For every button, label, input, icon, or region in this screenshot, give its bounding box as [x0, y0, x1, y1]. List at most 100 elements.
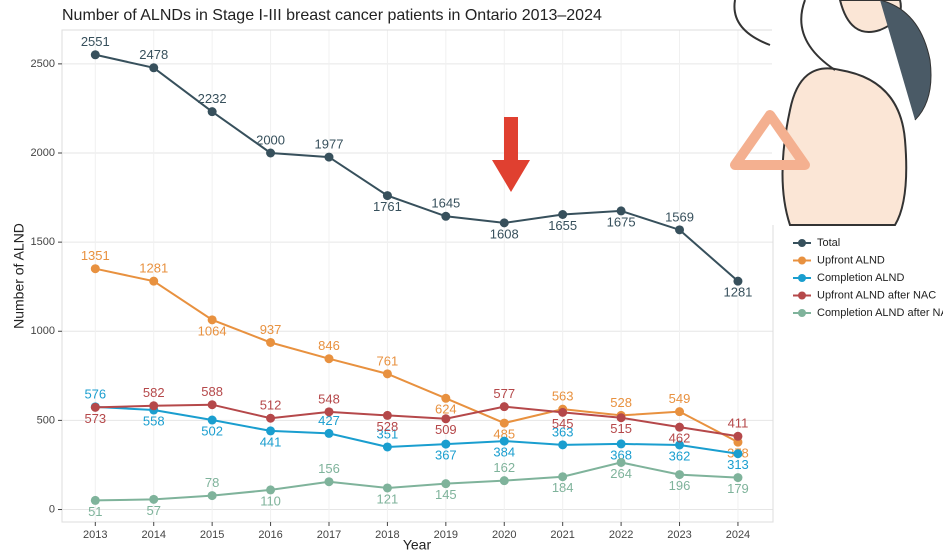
point: [324, 407, 333, 416]
x-tick-label: 2023: [667, 529, 691, 541]
legend-marker: [798, 274, 806, 282]
data-label: 2478: [139, 47, 168, 62]
data-label: 121: [377, 491, 399, 506]
point: [324, 153, 333, 162]
x-tick-label: 2022: [609, 529, 633, 541]
y-tick-label: 500: [37, 414, 55, 426]
data-label: 145: [435, 487, 457, 502]
data-label: 51: [88, 504, 102, 519]
data-label: 558: [143, 413, 165, 428]
data-label: 761: [377, 353, 399, 368]
data-label: 549: [669, 391, 691, 406]
x-tick-label: 2021: [550, 529, 574, 541]
data-label: 462: [669, 431, 691, 446]
data-label: 1064: [198, 323, 227, 338]
arrow: [492, 117, 530, 192]
data-label: 1281: [139, 261, 168, 276]
data-label: 384: [493, 445, 515, 460]
data-label: 441: [260, 434, 282, 449]
data-label: 1608: [490, 226, 519, 241]
data-label: 1655: [548, 218, 577, 233]
data-label: 2232: [198, 91, 227, 106]
data-label: 313: [727, 457, 749, 472]
point: [208, 107, 217, 116]
data-label: 367: [435, 448, 457, 463]
data-label: 156: [318, 461, 340, 476]
data-label: 1281: [723, 285, 752, 300]
point: [149, 277, 158, 286]
chart: Number of ALNDs in Stage I-III breast ca…: [0, 0, 943, 553]
data-label: 545: [552, 416, 574, 431]
data-label: 528: [377, 419, 399, 434]
point: [383, 369, 392, 378]
data-label: 588: [201, 384, 223, 399]
data-label: 846: [318, 338, 340, 353]
data-label: 1675: [607, 214, 636, 229]
data-label: 162: [493, 460, 515, 475]
point: [500, 476, 509, 485]
point: [266, 414, 275, 423]
y-tick-label: 0: [49, 503, 55, 515]
legend-label: Total: [817, 237, 840, 249]
point: [266, 149, 275, 158]
data-label: 509: [435, 422, 457, 437]
point: [208, 400, 217, 409]
x-axis-label: Year: [403, 537, 432, 553]
y-tick-label: 2500: [31, 58, 55, 70]
data-label: 179: [727, 481, 749, 496]
data-label: 264: [610, 466, 632, 481]
x-tick-label: 2016: [258, 529, 282, 541]
data-label: 411: [728, 416, 749, 431]
chart-title: Number of ALNDs in Stage I-III breast ca…: [62, 7, 602, 24]
series: 135112811064937846761624485563528549378: [81, 248, 749, 460]
data-label: 1351: [81, 248, 110, 263]
legend-label: Completion ALND: [817, 272, 904, 284]
legend-marker: [798, 257, 806, 265]
x-tick-label: 2019: [434, 529, 458, 541]
legend-label: Upfront ALND after NAC: [817, 289, 936, 301]
legend-marker: [798, 292, 806, 300]
data-label: 573: [84, 411, 106, 426]
x-tick-label: 2018: [375, 529, 399, 541]
data-label: 512: [260, 398, 282, 413]
point: [324, 354, 333, 363]
point: [91, 50, 100, 59]
point: [383, 442, 392, 451]
data-label: 78: [205, 475, 219, 490]
legend-marker: [798, 239, 806, 247]
point: [675, 225, 684, 234]
data-label: 937: [260, 322, 282, 337]
data-label: 2000: [256, 132, 285, 147]
data-label: 1645: [431, 196, 460, 211]
point: [149, 63, 158, 72]
data-label: 502: [201, 423, 223, 438]
data-label: 184: [552, 480, 574, 495]
data-label: 515: [610, 421, 632, 436]
data-label: 563: [552, 389, 574, 404]
x-tick-label: 2014: [141, 529, 165, 541]
point: [675, 407, 684, 416]
data-label: 362: [669, 448, 691, 463]
data-label: 582: [143, 385, 165, 400]
data-label: 1977: [315, 137, 344, 152]
series-line: [95, 55, 738, 281]
point: [733, 432, 742, 441]
point: [558, 440, 567, 449]
legend-marker: [798, 309, 806, 317]
point: [91, 264, 100, 273]
data-label: 577: [493, 386, 515, 401]
point: [324, 429, 333, 438]
point: [208, 491, 217, 500]
data-label: 1761: [373, 199, 402, 214]
series-line: [95, 462, 738, 500]
legend-label: Completion ALND after NAC: [817, 307, 943, 319]
y-tick-label: 1000: [31, 325, 55, 337]
data-label: 548: [318, 391, 340, 406]
legend-label: Upfront ALND: [817, 254, 885, 266]
point: [324, 477, 333, 486]
data-label: 57: [146, 503, 160, 518]
data-label: 196: [669, 478, 691, 493]
data-label: 528: [610, 395, 632, 410]
